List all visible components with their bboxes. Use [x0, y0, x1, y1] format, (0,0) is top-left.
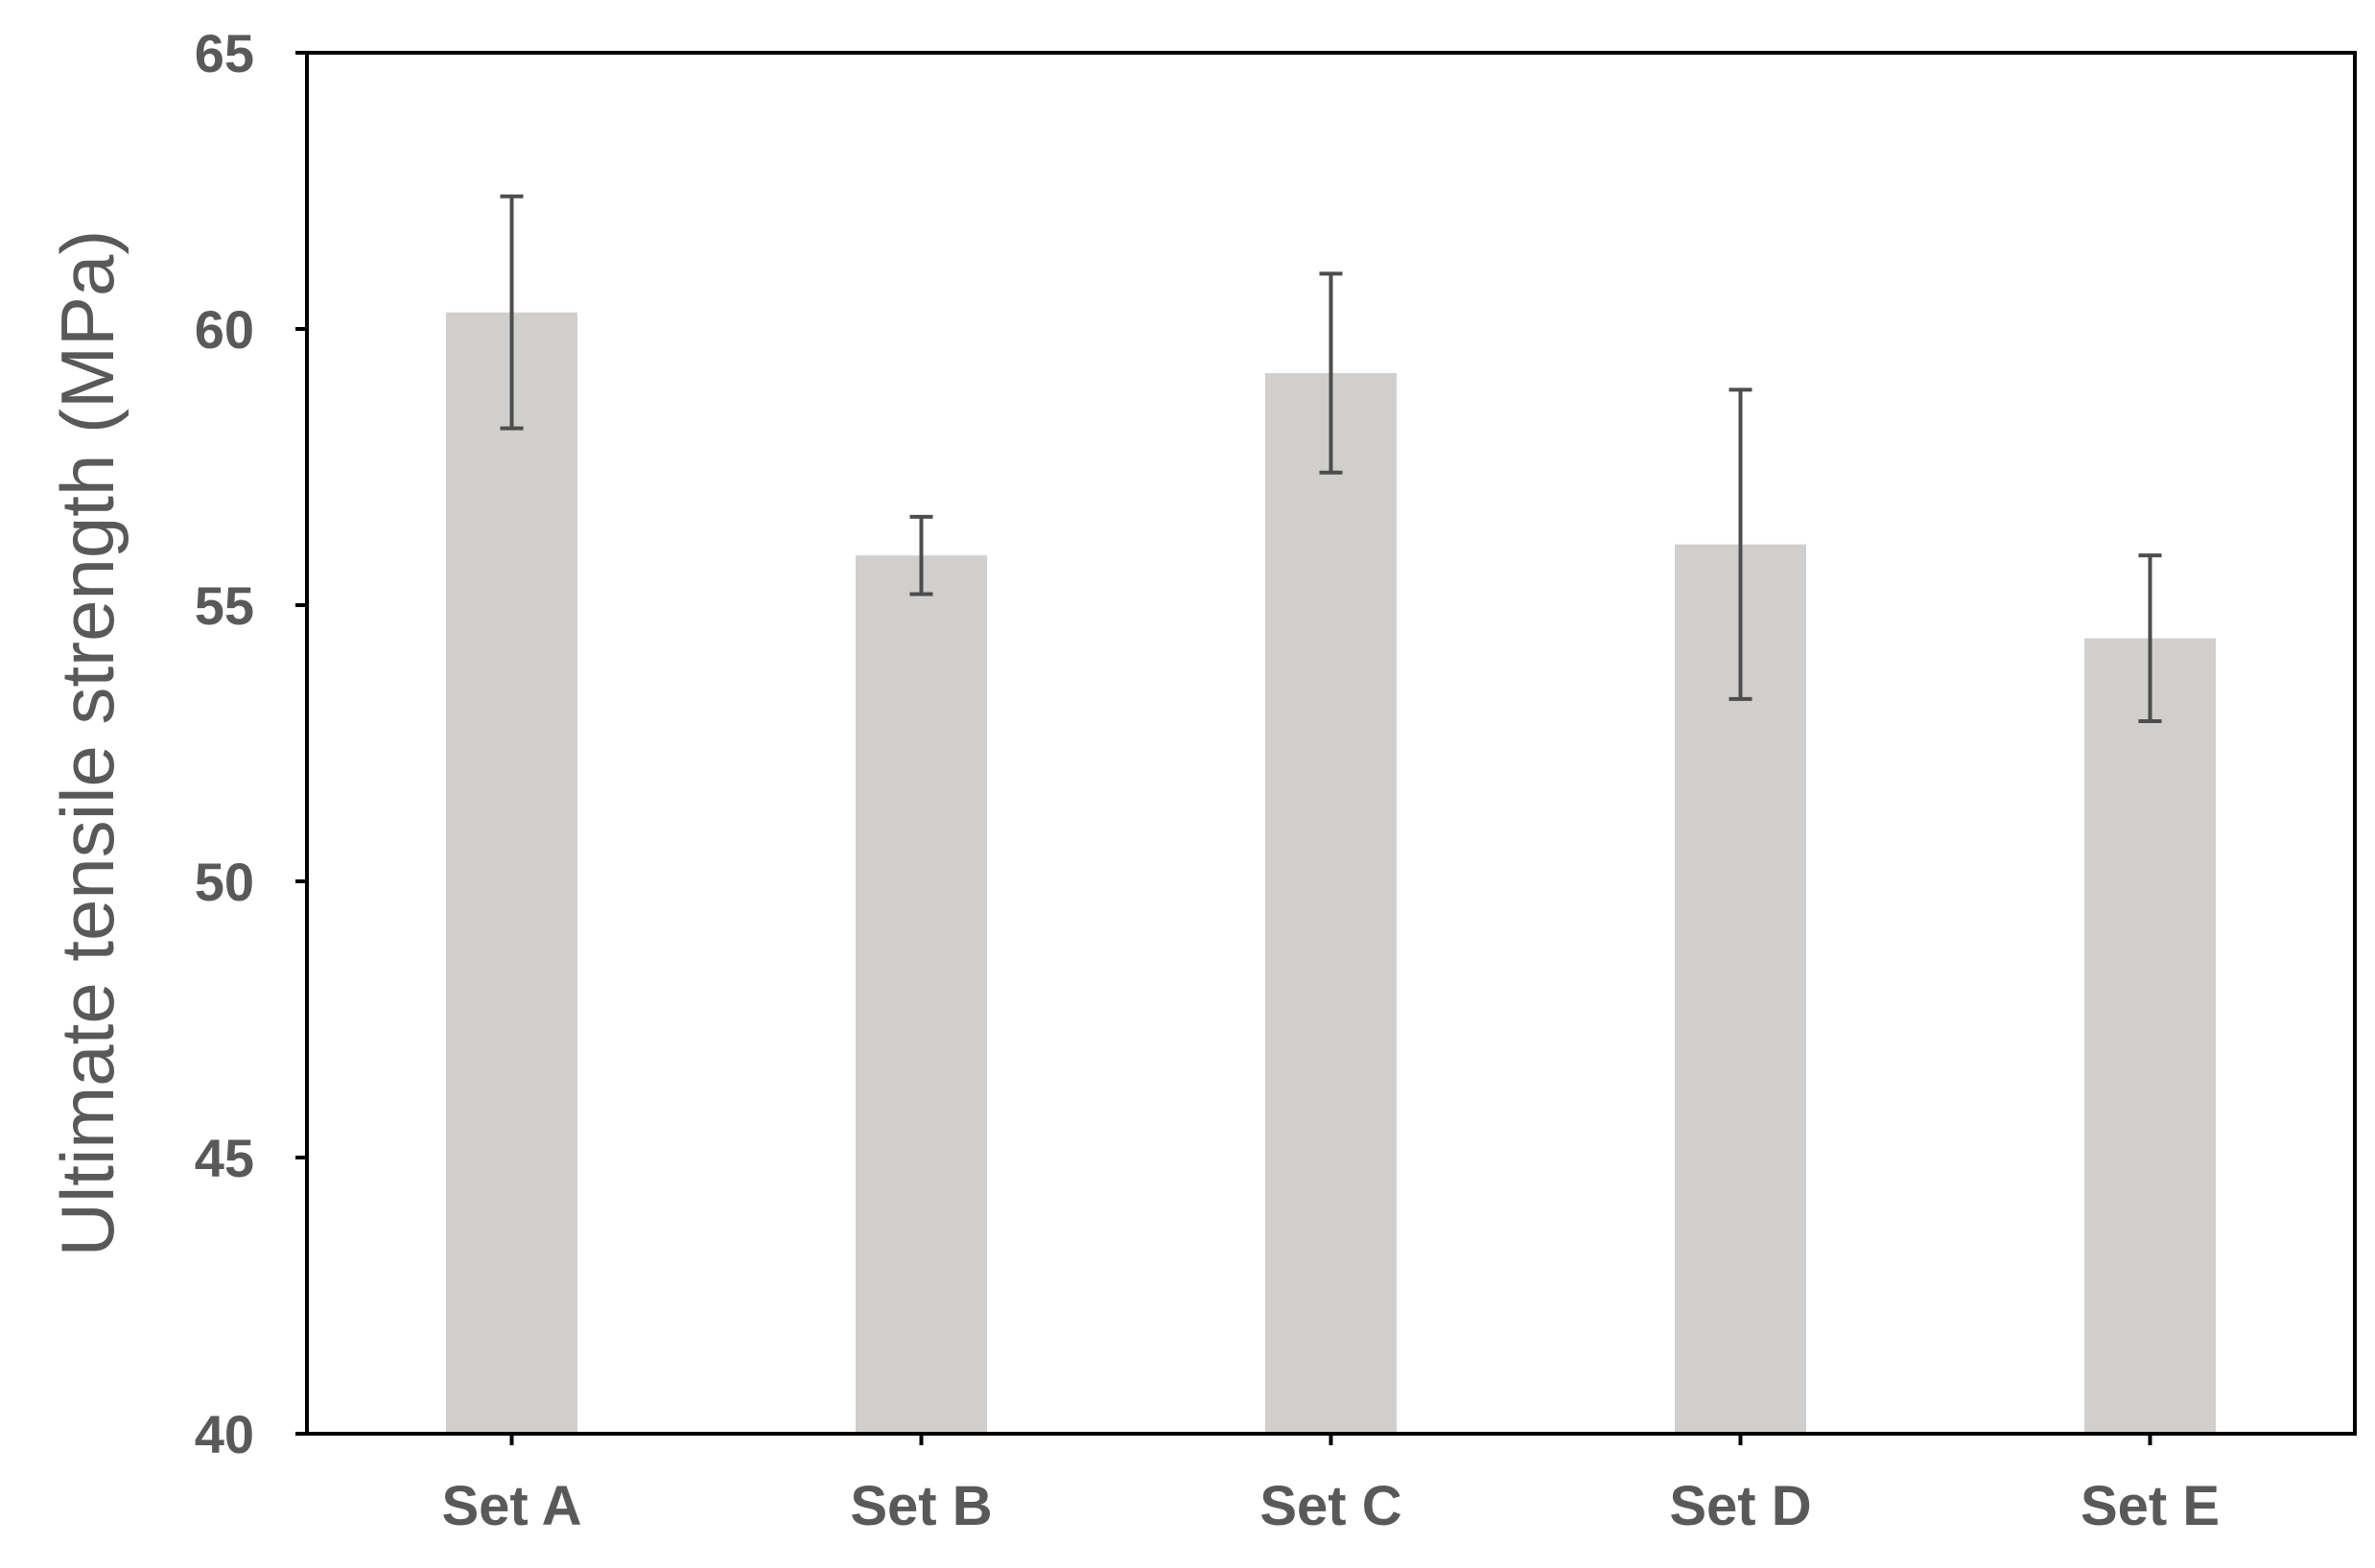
x-tick-label: Set E — [2081, 1475, 2220, 1537]
error-bars-layer — [500, 194, 2162, 723]
x-tick-label: Set B — [850, 1475, 992, 1537]
x-tick-label: Set A — [441, 1475, 581, 1537]
y-tick-label: 55 — [195, 575, 254, 636]
bar — [2084, 638, 2216, 1434]
y-tick-label: 40 — [195, 1404, 254, 1464]
ticks-layer — [295, 51, 2152, 1445]
bars-layer — [446, 312, 2216, 1435]
y-tick-label: 65 — [195, 23, 254, 83]
bar — [446, 312, 577, 1435]
y-tick-label: 50 — [195, 852, 254, 912]
x-tick-label: Set D — [1669, 1475, 1811, 1537]
bar — [856, 555, 987, 1434]
labels-layer: Set A Set B Set C Set D Set E 40 45 50 55 60 65 — [195, 23, 2220, 1537]
y-axis-title: Ultimate tensile strength (MPa) — [45, 230, 129, 1257]
x-tick-label: Set C — [1259, 1475, 1401, 1537]
bar — [1265, 373, 1397, 1435]
y-tick-label: 60 — [195, 299, 254, 360]
y-tick-label: 45 — [195, 1128, 254, 1188]
